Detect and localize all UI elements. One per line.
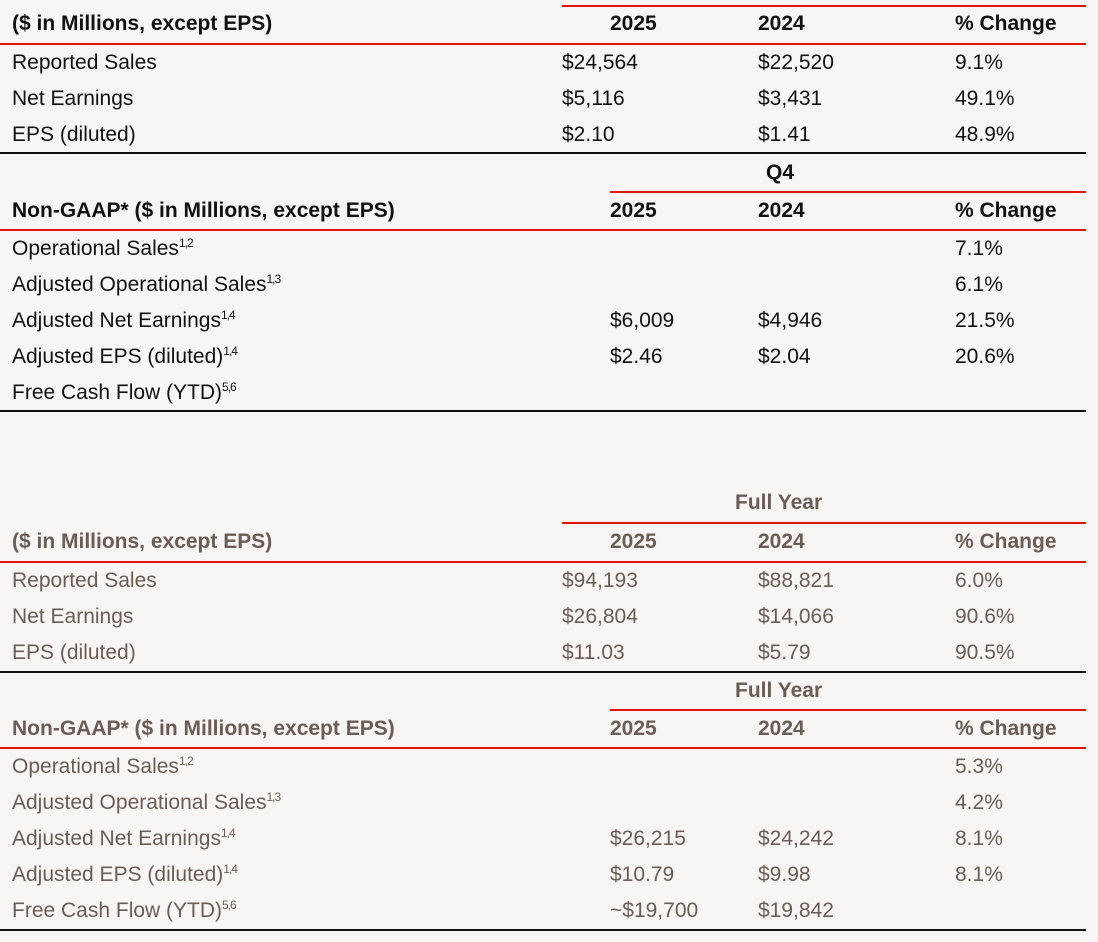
value-change: 7.1%	[955, 237, 1003, 260]
value-change: 48.9%	[955, 123, 1015, 146]
full-year-gaap-table: Full Year ($ in Millions, except EPS) 20…	[0, 491, 1086, 673]
row-label: EPS (diluted)	[12, 641, 136, 664]
bottom-rule	[0, 152, 1086, 154]
value-2025: $6,009	[610, 309, 675, 332]
table-title: Non-GAAP* ($ in Millions, except EPS)	[12, 717, 395, 740]
row-label: Reported Sales	[12, 569, 157, 592]
row-label: Net Earnings	[12, 87, 134, 110]
value-2025: $2.10	[562, 123, 615, 146]
value-change: 8.1%	[955, 863, 1003, 886]
bottom-rule	[0, 410, 1086, 412]
footnote-ref: 1,4	[223, 862, 238, 876]
footnote-ref: 5,6	[222, 898, 237, 912]
value-2025: $2.46	[610, 345, 663, 368]
row-label: Adjusted Operational Sales1,3	[12, 790, 282, 814]
group-header-rule	[562, 522, 1086, 524]
value-2025: $11.03	[562, 641, 625, 664]
table-title: Non-GAAP* ($ in Millions, except EPS)	[12, 199, 395, 222]
value-change: 9.1%	[955, 51, 1003, 74]
value-2025: $10.79	[610, 863, 675, 886]
group-header-rule	[610, 709, 1086, 711]
value-2025: $94,193	[562, 569, 638, 592]
footnote-ref: 1,3	[266, 272, 282, 286]
col-header-2025: 2025	[610, 530, 657, 553]
value-2024: $4,946	[758, 309, 823, 332]
table-title: ($ in Millions, except EPS)	[12, 530, 273, 553]
group-header-rule	[610, 191, 1086, 193]
value-2024: $3,431	[758, 87, 823, 110]
group-header-rule	[562, 5, 1086, 7]
col-header-change: % Change	[955, 199, 1057, 222]
value-2024: $9.98	[758, 863, 811, 886]
value-change: 20.6%	[955, 345, 1015, 368]
header-rule	[0, 747, 1086, 749]
col-header-2024: 2024	[758, 199, 805, 222]
row-label: Reported Sales	[12, 51, 157, 74]
col-header-change: % Change	[955, 530, 1057, 553]
q4-non-gaap-table: Q4 Non-GAAP* ($ in Millions, except EPS)…	[0, 0, 1098, 420]
row-label: Adjusted Net Earnings1,4	[12, 308, 236, 332]
header-rule	[0, 561, 1086, 563]
row-label: EPS (diluted)	[12, 123, 136, 146]
col-header-2024: 2024	[758, 530, 805, 553]
value-2025: $26,804	[562, 605, 638, 628]
value-change: 90.5%	[955, 641, 1015, 664]
value-2024: $19,842	[758, 899, 834, 922]
header-rule	[0, 229, 1086, 231]
row-label: Free Cash Flow (YTD)5,6	[12, 380, 237, 404]
bottom-rule	[0, 929, 1086, 931]
col-header-change: % Change	[955, 12, 1057, 35]
bottom-rule	[0, 671, 1086, 673]
value-2024: $1.41	[758, 123, 811, 146]
row-label: Operational Sales1,2	[12, 236, 194, 260]
value-change: 49.1%	[955, 87, 1015, 110]
group-header: Full Year	[735, 491, 823, 514]
group-header: Q4	[766, 161, 795, 184]
row-label: Adjusted EPS (diluted)1,4	[12, 862, 238, 886]
row-label: Free Cash Flow (YTD)5,6	[12, 898, 237, 922]
value-change: 5.3%	[955, 755, 1003, 778]
value-2025: ~$19,700	[610, 899, 699, 922]
row-label: Adjusted Net Earnings1,4	[12, 826, 236, 850]
col-header-change: % Change	[955, 717, 1057, 740]
q4-gaap-table: ($ in Millions, except EPS) 2025 2024 % …	[0, 0, 1098, 156]
value-2025: $24,564	[562, 51, 638, 74]
value-2024: $24,242	[758, 827, 834, 850]
value-change: 90.6%	[955, 605, 1015, 628]
value-2025: $5,116	[562, 87, 625, 110]
group-header: Full Year	[735, 679, 823, 702]
value-change: 8.1%	[955, 827, 1003, 850]
value-2025: $26,215	[610, 827, 686, 850]
footnote-ref: 1,2	[178, 754, 194, 768]
row-label: Adjusted Operational Sales1,3	[12, 272, 282, 296]
col-header-2025: 2025	[610, 717, 657, 740]
footnote-ref: 1,2	[178, 236, 194, 250]
footnote-ref: 1,4	[220, 826, 236, 840]
col-header-2024: 2024	[758, 717, 805, 740]
row-label: Operational Sales1,2	[12, 754, 194, 778]
col-header-2024: 2024	[758, 12, 805, 35]
table-title: ($ in Millions, except EPS)	[12, 12, 273, 35]
value-2024: $5.79	[758, 641, 811, 664]
value-2024: $14,066	[758, 605, 834, 628]
header-rule	[0, 43, 1086, 45]
footnote-ref: 5,6	[222, 380, 237, 394]
footnote-ref: 1,4	[220, 308, 236, 322]
value-change: 4.2%	[955, 791, 1003, 814]
value-2024: $2.04	[758, 345, 811, 368]
footnote-ref: 1,3	[266, 790, 282, 804]
row-label: Net Earnings	[12, 605, 134, 628]
value-2024: $88,821	[758, 569, 834, 592]
value-change: 6.1%	[955, 273, 1003, 296]
value-change: 21.5%	[955, 309, 1015, 332]
footnote-ref: 1,4	[223, 344, 238, 358]
col-header-2025: 2025	[610, 199, 657, 222]
value-change: 6.0%	[955, 569, 1003, 592]
row-label: Adjusted EPS (diluted)1,4	[12, 344, 238, 368]
value-2024: $22,520	[758, 51, 834, 74]
col-header-2025: 2025	[610, 12, 657, 35]
